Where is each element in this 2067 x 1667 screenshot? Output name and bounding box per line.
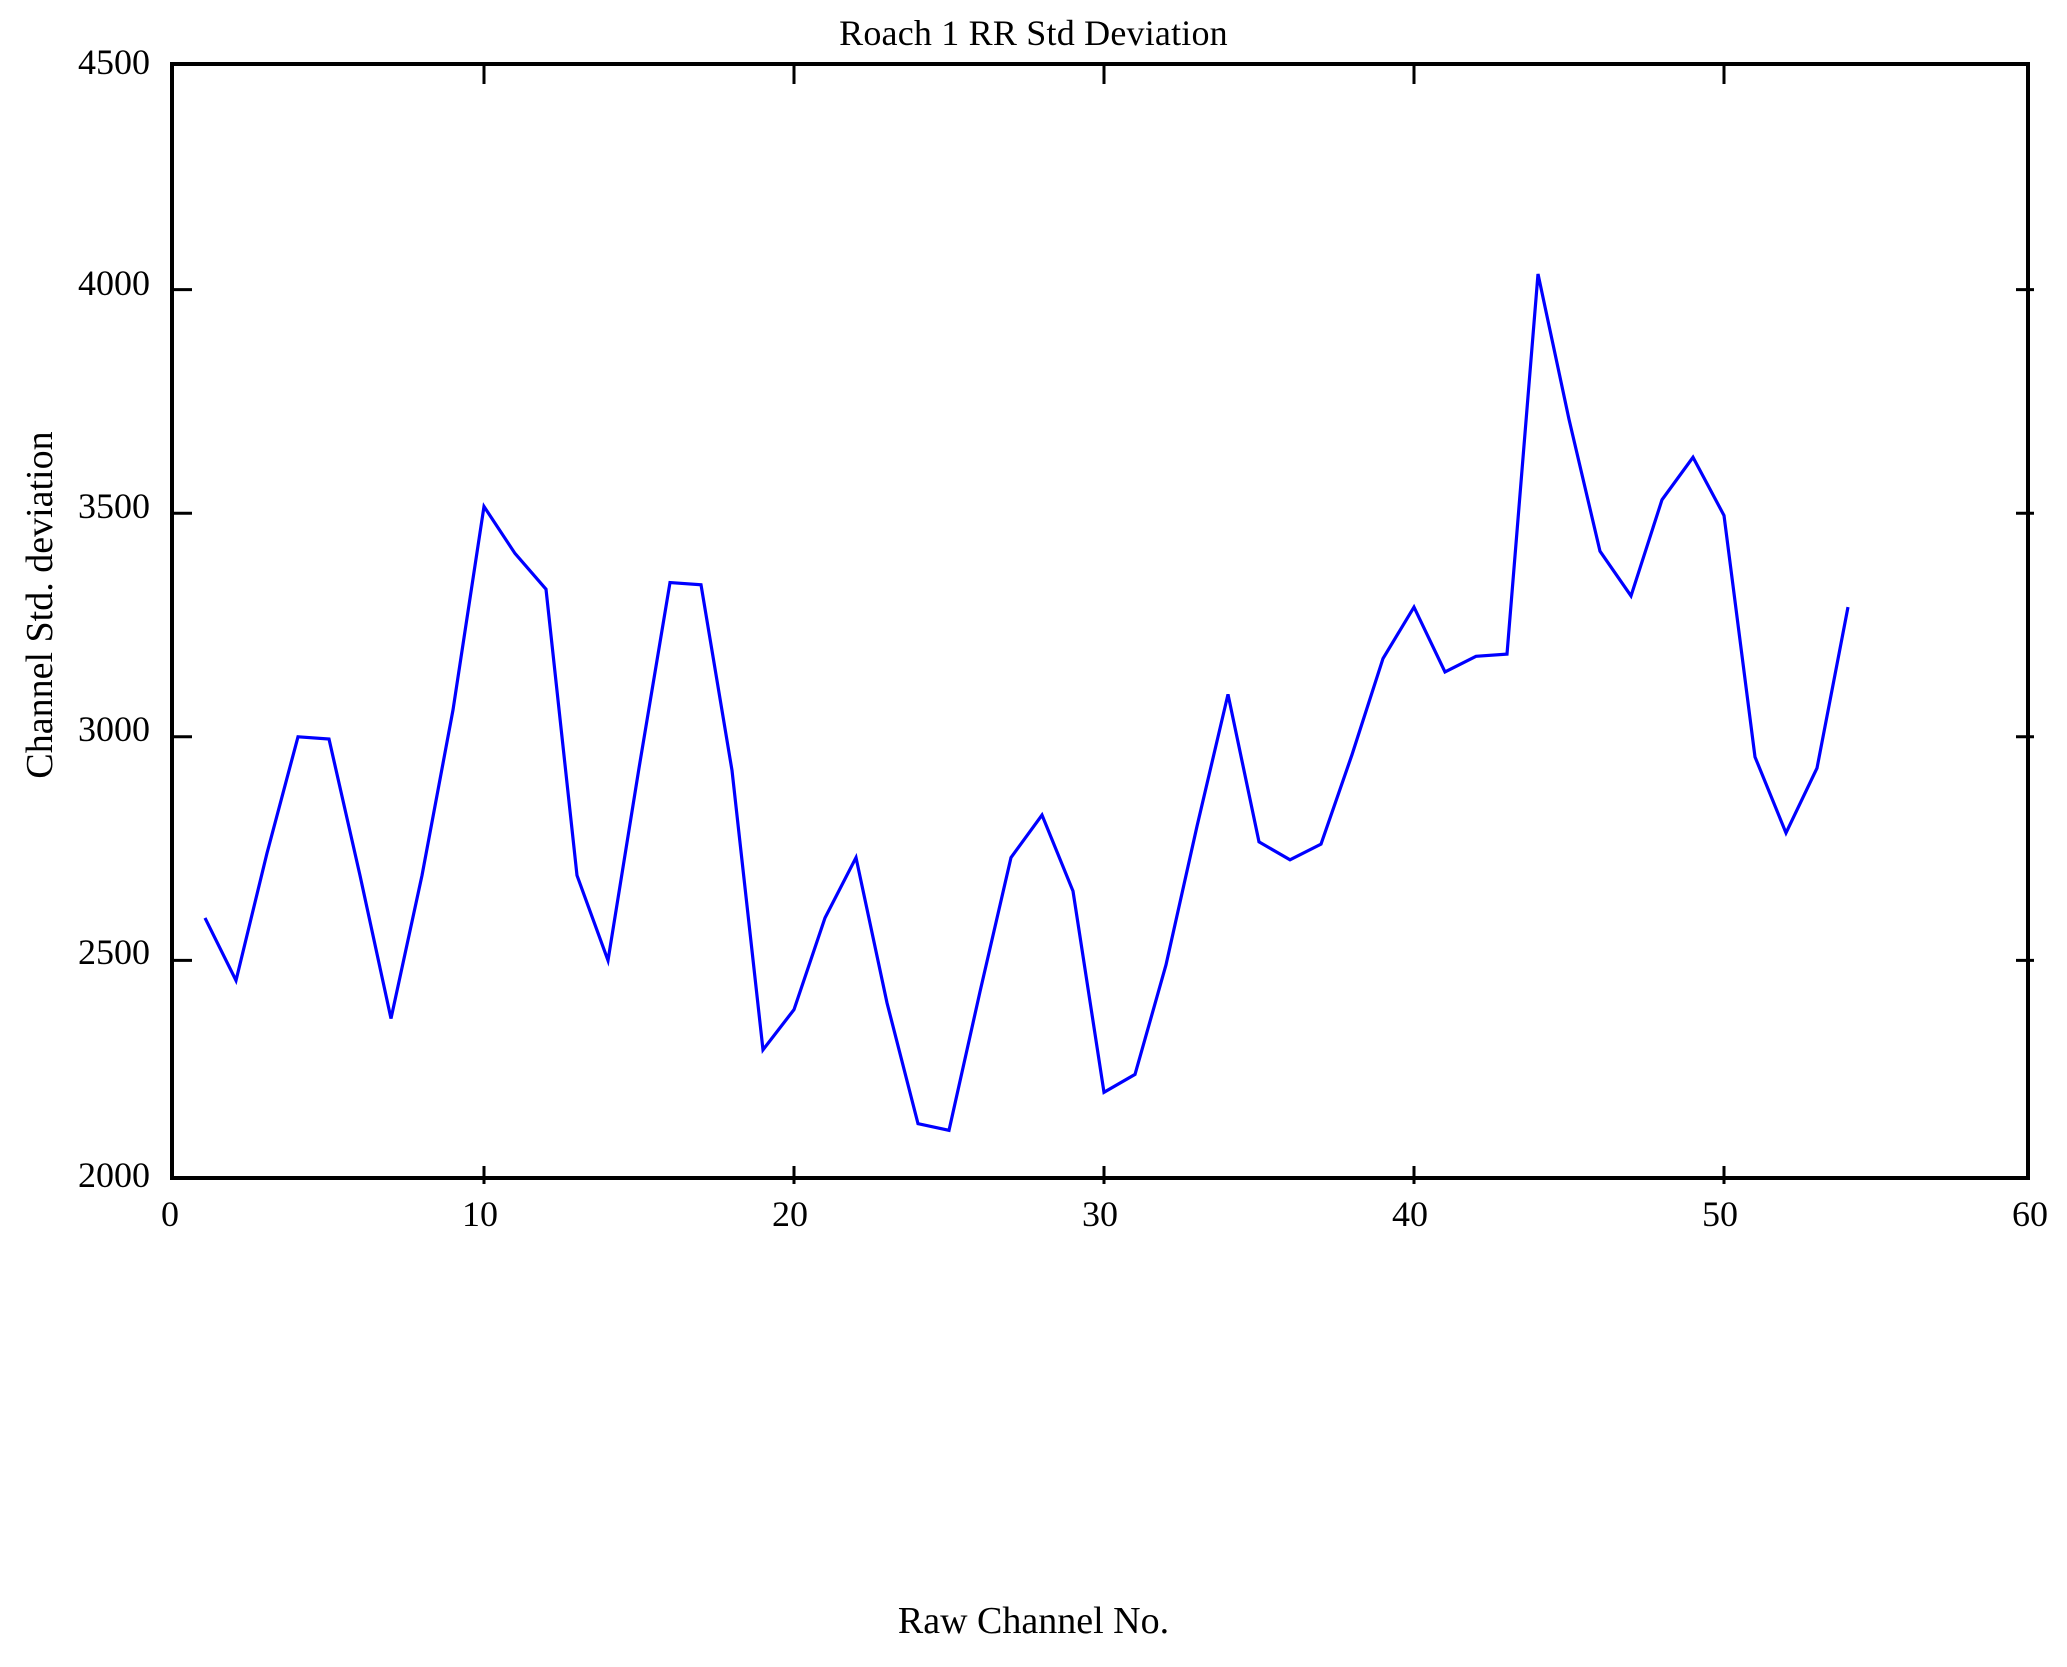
plot-area xyxy=(170,62,2034,1184)
chart-title: Roach 1 RR Std Deviation xyxy=(839,13,1228,53)
y-tick-3500: 3500 xyxy=(78,486,150,526)
x-tick-40: 40 xyxy=(1392,1194,1428,1234)
y-axis-label: Channel Std. deviation xyxy=(19,431,61,779)
y-tick-2000: 2000 xyxy=(78,1155,150,1195)
data-series-line xyxy=(203,273,1850,1133)
x-tick-10: 10 xyxy=(462,1194,498,1234)
plot-svg xyxy=(174,66,2034,1184)
x-tick-60: 60 xyxy=(2012,1194,2048,1234)
x-tick-0: 0 xyxy=(161,1194,179,1234)
x-axis-label: Raw Channel No. xyxy=(897,1600,1170,1642)
x-axis-tick-labels: 0 10 20 30 40 50 60 xyxy=(0,1196,2067,1246)
x-tick-50: 50 xyxy=(1702,1194,1738,1234)
y-tick-2500: 2500 xyxy=(78,932,150,972)
x-tick-20: 20 xyxy=(772,1194,808,1234)
axis-tick-marks xyxy=(174,66,2034,1184)
y-tick-4500: 4500 xyxy=(78,42,150,82)
y-tick-4000: 4000 xyxy=(78,263,150,303)
y-tick-3000: 3000 xyxy=(78,709,150,749)
y-axis-tick-labels: 4500 4000 3500 3000 2500 2000 xyxy=(0,0,150,1667)
x-tick-30: 30 xyxy=(1082,1194,1118,1234)
